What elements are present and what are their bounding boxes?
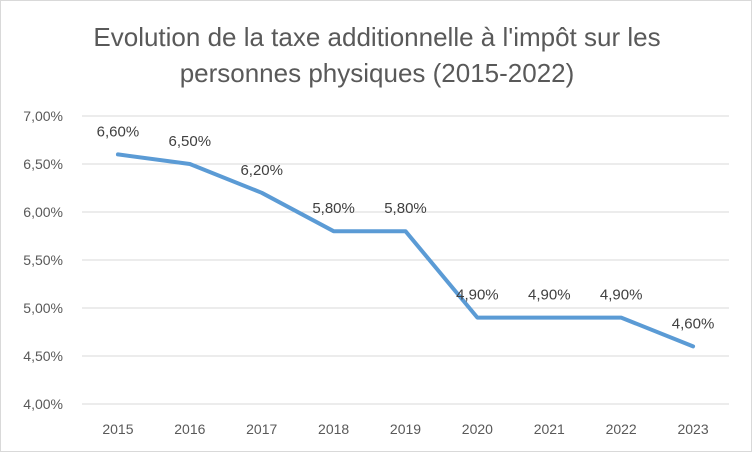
y-tick-label: 4,50%: [23, 348, 63, 364]
data-label: 4,90%: [600, 287, 643, 304]
chart-title: Evolution de la taxe additionnelle à l'i…: [93, 22, 661, 88]
x-tick-label: 2017: [246, 421, 277, 437]
x-tick-label: 2019: [390, 421, 421, 437]
x-tick-label: 2016: [174, 421, 205, 437]
data-label: 6,60%: [97, 123, 140, 140]
x-tick-label: 2021: [534, 421, 565, 437]
data-label: 6,50%: [169, 133, 212, 150]
data-label: 6,20%: [240, 162, 283, 179]
data-label: 5,80%: [312, 200, 355, 217]
y-tick-label: 4,00%: [23, 396, 63, 412]
y-tick-label: 7,00%: [23, 108, 63, 124]
series-line: [115, 152, 696, 349]
data-label: 4,90%: [456, 287, 499, 304]
x-tick-label: 2023: [677, 421, 708, 437]
y-tick-label: 6,50%: [23, 156, 63, 172]
y-tick-label: 5,00%: [23, 300, 63, 316]
x-tick-label: 2018: [318, 421, 349, 437]
x-tick-label: 2020: [462, 421, 493, 437]
data-label: 4,90%: [528, 287, 571, 304]
y-tick-label: 5,50%: [23, 252, 63, 268]
data-label: 5,80%: [384, 200, 427, 217]
y-tick-label: 6,00%: [23, 204, 63, 220]
data-label: 4,60%: [672, 315, 715, 332]
x-tick-label: 2015: [102, 421, 133, 437]
x-tick-label: 2022: [606, 421, 637, 437]
